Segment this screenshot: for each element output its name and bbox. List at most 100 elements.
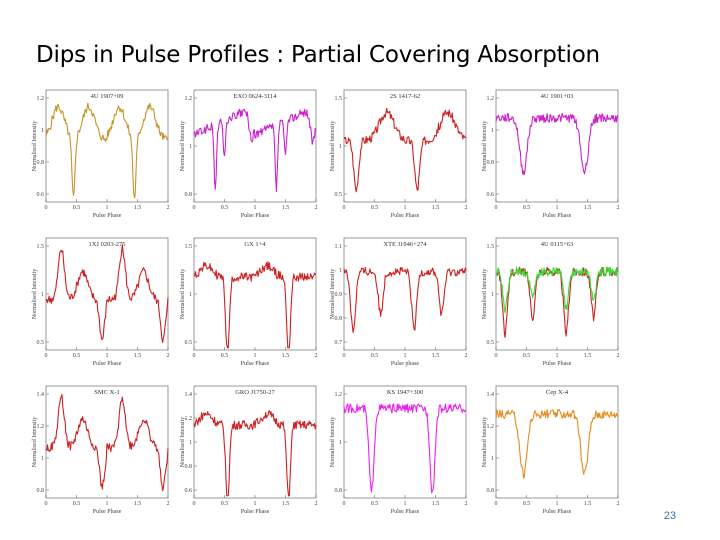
y-tick-label: 1 (41, 128, 44, 134)
y-tick-label: 0.6 (487, 192, 495, 198)
y-tick-label: 1.1 (335, 244, 343, 250)
x-tick-label: 0.5 (221, 205, 229, 211)
x-tick-label: 1.5 (432, 353, 440, 359)
source-name-label: 4U 1907+09 (91, 93, 124, 100)
x-axis-label: Pulse Phase (543, 213, 572, 219)
x-axis-label: Pulse Phase (93, 509, 122, 515)
chart-panel-5: 0 0.5 1 1.5 2 1.5 1 0.5 Pulse Phase Normalised In… (32, 237, 170, 367)
plot-frame (193, 237, 317, 351)
y-tick-label: 0.6 (185, 488, 193, 494)
x-tick-label: 1.5 (584, 353, 592, 359)
x-tick-label: 0.5 (73, 205, 81, 211)
y-tick-label: 1.2 (37, 96, 45, 102)
profile-series-line (193, 410, 317, 497)
x-tick-label: 2 (617, 205, 620, 211)
profile-series-line (343, 403, 467, 494)
y-tick-label: 0.8 (487, 488, 495, 494)
x-axis-label: Pulse Phase (391, 509, 420, 515)
x-axis-label: Pulse phase (391, 361, 420, 367)
y-axis-label: Normalised Intensity (180, 417, 186, 468)
chart-panel-3: 0 0.5 1 1.5 2 1.5 1 0.5 Pulse Phase Normalised In… (330, 89, 468, 219)
y-tick-label: 1.2 (487, 424, 495, 430)
y-tick-label: 1 (491, 456, 494, 462)
x-axis-label: Pulse Phase (543, 509, 572, 515)
x-tick-label: 0 (45, 205, 48, 211)
x-tick-label: 1 (404, 501, 407, 507)
panel-11: 0 0.5 1 1.5 2 1.2 1 0.8 Pulse Phase Normalised In… (330, 380, 472, 515)
y-tick-label: 0.8 (37, 488, 45, 494)
x-tick-label: 1 (254, 205, 257, 211)
x-axis-label: Pulse Phase (93, 213, 122, 219)
x-tick-label: 0 (343, 501, 346, 507)
y-tick-label: 1 (41, 292, 44, 298)
x-tick-label: 1 (556, 353, 559, 359)
x-tick-label: 0.5 (371, 205, 379, 211)
x-tick-label: 0.5 (221, 353, 229, 359)
profile-series-line (45, 102, 169, 199)
source-name-label: 1XJ 0203-275 (88, 241, 125, 248)
x-tick-label: 2 (465, 501, 468, 507)
x-tick-label: 2 (167, 353, 170, 359)
x-tick-label: 0 (495, 501, 498, 507)
x-tick-label: 0 (193, 205, 196, 211)
page-number: 23 (663, 510, 676, 522)
x-tick-label: 2 (465, 205, 468, 211)
chart-panel-10: 0 0.5 1 1.5 2 1.4 1.2 1 0.8 0.6 Pulse Phase Normali… (180, 385, 318, 515)
y-axis-label: Normalised Intensity (330, 417, 336, 468)
x-tick-label: 0 (45, 501, 48, 507)
x-axis-label: Pulse Phase (241, 213, 270, 219)
profile-series-line (45, 393, 169, 492)
y-axis-label: Normalised Intensity (32, 269, 38, 320)
y-tick-label: 0.8 (185, 192, 193, 198)
plot-frame (193, 385, 317, 499)
chart-panel-12: 0 0.5 1 1.5 2 1.4 1.2 1 0.8 Pulse Phase Normalised… (482, 385, 620, 515)
plot-frame (193, 89, 317, 203)
x-tick-label: 0.5 (523, 205, 531, 211)
y-axis-label: Normalised Intensity (180, 269, 186, 320)
y-axis-label: Normalised Intensity (330, 269, 336, 320)
plot-frame (45, 385, 169, 499)
y-tick-label: 1.5 (487, 244, 495, 250)
source-name-label: EXO 0624-3114 (234, 93, 278, 100)
plot-frame (495, 89, 619, 203)
x-tick-label: 0 (495, 205, 498, 211)
source-name-label: SMC X-1 (94, 389, 119, 396)
x-tick-label: 2 (315, 501, 318, 507)
x-tick-label: 0 (193, 353, 196, 359)
x-tick-label: 1 (106, 501, 109, 507)
x-tick-label: 1.5 (432, 205, 440, 211)
panel-9: 0 0.5 1 1.5 2 1.4 1.2 1 0.8 Pulse Phase Normalised… (32, 380, 174, 515)
x-tick-label: 1.5 (282, 353, 290, 359)
chart-panel-1: 0 0.5 1 1.5 2 1.2 1 0.8 0.6 Pulse Phase Normalised… (32, 89, 170, 219)
source-name-label: KS 1947+300 (387, 389, 423, 396)
x-tick-label: 1 (404, 205, 407, 211)
x-tick-label: 1 (106, 205, 109, 211)
x-tick-label: 1 (106, 353, 109, 359)
profile-series-line (495, 112, 619, 176)
source-name-label: 4U 1901+03 (541, 93, 574, 100)
plot-frame (45, 237, 169, 351)
profile-series-line (193, 261, 316, 349)
x-tick-label: 2 (617, 501, 620, 507)
x-tick-label: 2 (167, 501, 170, 507)
y-tick-label: 0.8 (335, 316, 343, 322)
source-name-label: 4U 0115+63 (541, 241, 574, 248)
x-tick-label: 2 (315, 353, 318, 359)
x-tick-label: 2 (465, 353, 468, 359)
x-tick-label: 2 (617, 353, 620, 359)
profile-series-line (495, 409, 619, 479)
y-tick-label: 1.2 (335, 392, 343, 398)
y-tick-label: 1.5 (37, 244, 45, 250)
y-tick-label: 0.5 (185, 340, 193, 346)
panel-12: 0 0.5 1 1.5 2 1.4 1.2 1 0.8 Pulse Phase Normalised… (482, 380, 624, 515)
y-tick-label: 1.2 (487, 96, 495, 102)
x-tick-label: 1.5 (584, 205, 592, 211)
y-tick-label: 1 (491, 128, 494, 134)
profile-series-line (495, 266, 619, 314)
y-tick-label: 0.6 (37, 192, 45, 198)
y-tick-label: 1 (189, 440, 192, 446)
source-name-label: GX 1+4 (244, 241, 266, 248)
panel-10: 0 0.5 1 1.5 2 1.4 1.2 1 0.8 0.6 Pulse Phase Normali… (180, 380, 322, 515)
x-tick-label: 0 (495, 353, 498, 359)
x-tick-label: 0.5 (371, 501, 379, 507)
